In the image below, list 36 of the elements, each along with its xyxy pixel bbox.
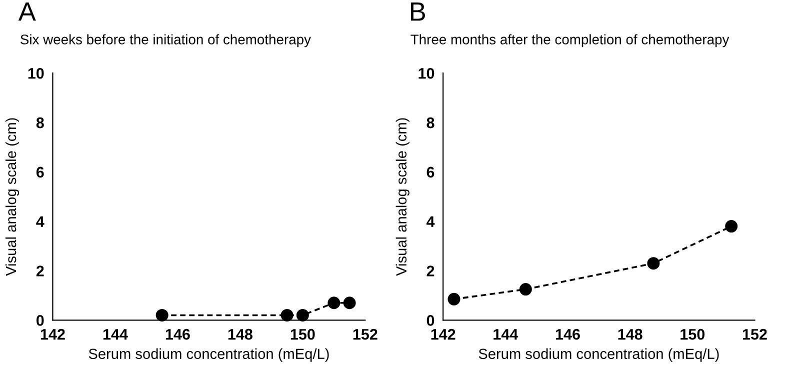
x-tick-label: 142 [431, 328, 456, 340]
x-tick-label: 150 [290, 328, 315, 340]
x-tick-label: 152 [353, 328, 378, 340]
y-tick-label: 4 [36, 216, 44, 227]
x-axis-title: Serum sodium concentration (mEq/L) [478, 348, 719, 362]
y-tick-label: 4 [426, 216, 435, 227]
chart-subtitle: Three months after the completion of chemotherapy [410, 34, 730, 48]
x-tick-label: 150 [680, 328, 705, 340]
y-tick-label: 0 [36, 315, 44, 326]
y-tick-label: 8 [426, 117, 434, 128]
x-tick-label: 148 [618, 328, 642, 340]
y-tick-label: 6 [426, 166, 434, 178]
y-tick-label: 2 [36, 266, 44, 276]
y-tick-label: 6 [36, 166, 44, 178]
y-tick-label: 10 [418, 68, 434, 79]
chart-title: A [18, 2, 36, 21]
point [519, 283, 532, 296]
x-tick-label: 152 [742, 328, 767, 340]
x-tick-label: 144 [494, 329, 518, 340]
point [647, 257, 660, 270]
x-tick-label: 144 [103, 329, 128, 340]
y-tick-label: 10 [28, 68, 44, 79]
point [448, 292, 460, 306]
chart-title: B [410, 2, 426, 21]
x-tick-label: 142 [40, 328, 65, 340]
point [725, 220, 738, 233]
x-tick-label: 146 [166, 328, 190, 340]
y-axis-title: Visual analog scale (cm) [5, 118, 20, 276]
y-axis-title: Visual analog scale (cm) [396, 118, 410, 276]
x-tick-label: 146 [556, 328, 580, 340]
y-tick-label: 0 [426, 315, 434, 326]
chart-subtitle: Six weeks before the initiation of chemotherapy [20, 34, 311, 48]
y-tick-label: 8 [36, 117, 44, 128]
y-tick-label: 2 [426, 266, 434, 276]
x-axis-title: Serum sodium concentration (mEq/L) [88, 348, 329, 362]
x-tick-label: 148 [228, 328, 252, 340]
